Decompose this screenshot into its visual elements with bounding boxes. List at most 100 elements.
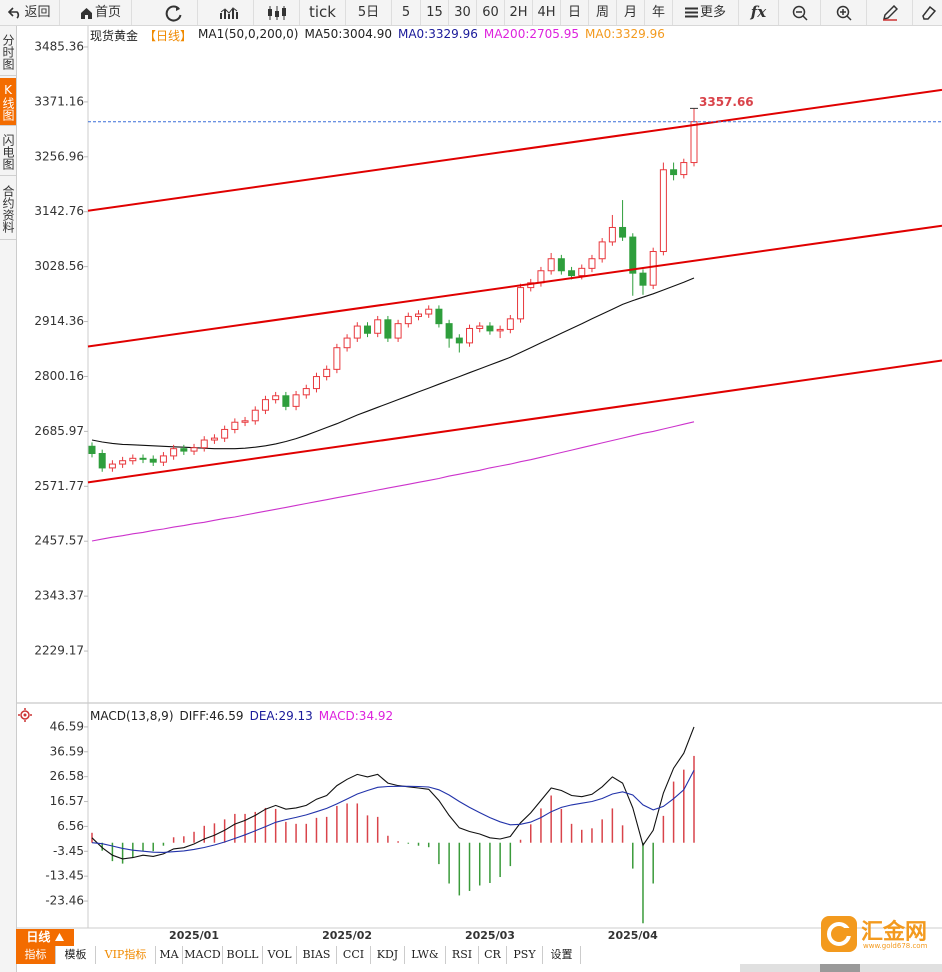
candle-body [343,337,351,349]
more-button[interactable]: 更多 [673,0,739,25]
candle-body [374,319,382,334]
period-button[interactable]: 5 [392,0,421,25]
period-button[interactable]: 5日 [346,0,392,25]
trend-line [87,88,942,212]
legend-entry: MACD(13,8,9) [90,709,174,723]
candle-body [455,337,463,344]
candle-body [476,325,484,329]
candle-body [363,325,371,334]
settings-icon[interactable] [18,708,32,722]
candle-body [251,409,259,422]
indicator-tab[interactable]: CR [479,946,507,964]
candle-body [353,325,361,339]
erase-button[interactable] [913,0,942,25]
side-tab[interactable]: 分时图 [0,28,16,76]
back-button[interactable]: 返回 [0,0,60,25]
candle-body [108,463,116,469]
scrollbar[interactable] [740,964,942,972]
y-tick-label: 3028.56 [34,259,84,273]
candle-icon [267,5,286,20]
legend-entry: MA200:2705.95 [483,27,579,41]
period-button[interactable]: 周 [589,0,617,25]
y-tick-label: 46.59 [50,719,84,733]
period-button[interactable]: 4H [533,0,561,25]
candle-body [639,272,647,286]
candle-body [272,395,280,401]
candle-body [568,270,576,277]
indicator-tab[interactable]: VOL [263,946,297,964]
candle-body [159,455,167,463]
indicator-tab[interactable]: 模板 [56,946,96,964]
watermark-name: 汇金网 [861,920,928,945]
indicator-tab[interactable]: VIP指标 [96,946,156,964]
watermark: 汇金网 www.gold678.com [817,914,942,954]
indicator-tab[interactable]: KDJ [371,946,405,964]
candle-body [557,258,565,272]
candle-body [629,236,637,274]
trend-line [87,359,942,484]
candle-button[interactable] [254,0,300,25]
period-button[interactable]: tick [300,0,346,25]
side-tab[interactable]: 闪电图 [0,128,16,176]
period-button[interactable]: 月 [617,0,645,25]
period-button[interactable]: 年 [645,0,673,25]
indicator-tab[interactable]: CCI [337,946,371,964]
scroll-thumb[interactable] [820,964,860,972]
period-button[interactable]: 日 [561,0,589,25]
candle-body [649,251,657,286]
zoom-out-button[interactable] [779,0,821,25]
side-tab-active[interactable]: K线图 [0,78,16,126]
y-tick-label: 6.56 [57,819,84,833]
period-button[interactable]: 2H [505,0,533,25]
candle-body [292,394,300,407]
home-button[interactable]: 首页 [70,0,132,25]
candle-body [445,323,453,339]
indicator-tab[interactable]: PSY [507,946,543,964]
period-button[interactable]: 30 [449,0,477,25]
candle-body [680,162,688,176]
candle-body [170,448,178,457]
formula-button[interactable]: fx [739,0,779,25]
candle-body [506,318,514,330]
zoom-in-icon [836,5,852,21]
period-selector-label: 日线 [26,930,51,944]
indicator-tab[interactable]: BIAS [297,946,337,964]
line-chart-button[interactable] [204,0,254,25]
more-label: 更多 [699,5,726,20]
refresh-button[interactable] [150,0,198,25]
period-button[interactable]: 60 [477,0,505,25]
candle-body [282,395,290,407]
period-button[interactable]: 15 [421,0,449,25]
indicator-tab[interactable]: MACD [183,946,223,964]
zoom-in-button[interactable] [821,0,867,25]
y-tick-label: 3142.76 [34,204,84,218]
back-icon [8,6,20,19]
zoom-out-icon [792,5,808,21]
indicator-tab[interactable]: 指标 [16,946,56,964]
home-icon [80,7,92,19]
candle-body [221,428,229,439]
indicator-tab[interactable]: RSI [446,946,479,964]
indicator-tab[interactable]: BOLL [223,946,263,964]
candle-body [466,327,474,344]
period-selector[interactable]: 日线 [16,929,74,946]
candle-body [384,319,392,339]
candle-body [210,437,218,441]
legend-entry: 现货黄金 [90,29,139,43]
side-tab[interactable]: 合约资料 [0,178,16,240]
indicator-tab[interactable]: 设置 [543,946,581,964]
y-tick-label: 2914.36 [34,314,84,328]
candle-body [231,421,239,430]
candle-body [517,287,525,320]
indicator-tab[interactable]: MA [156,946,183,964]
eraser-icon [921,5,936,20]
candle-body [302,388,310,396]
indicator-tab[interactable]: LW& [405,946,446,964]
candle-body [547,258,555,272]
candle-body [119,460,127,465]
legend-entry: MA0:3329.96 [585,27,665,41]
draw-button[interactable] [867,0,913,25]
candle-body [598,241,606,260]
